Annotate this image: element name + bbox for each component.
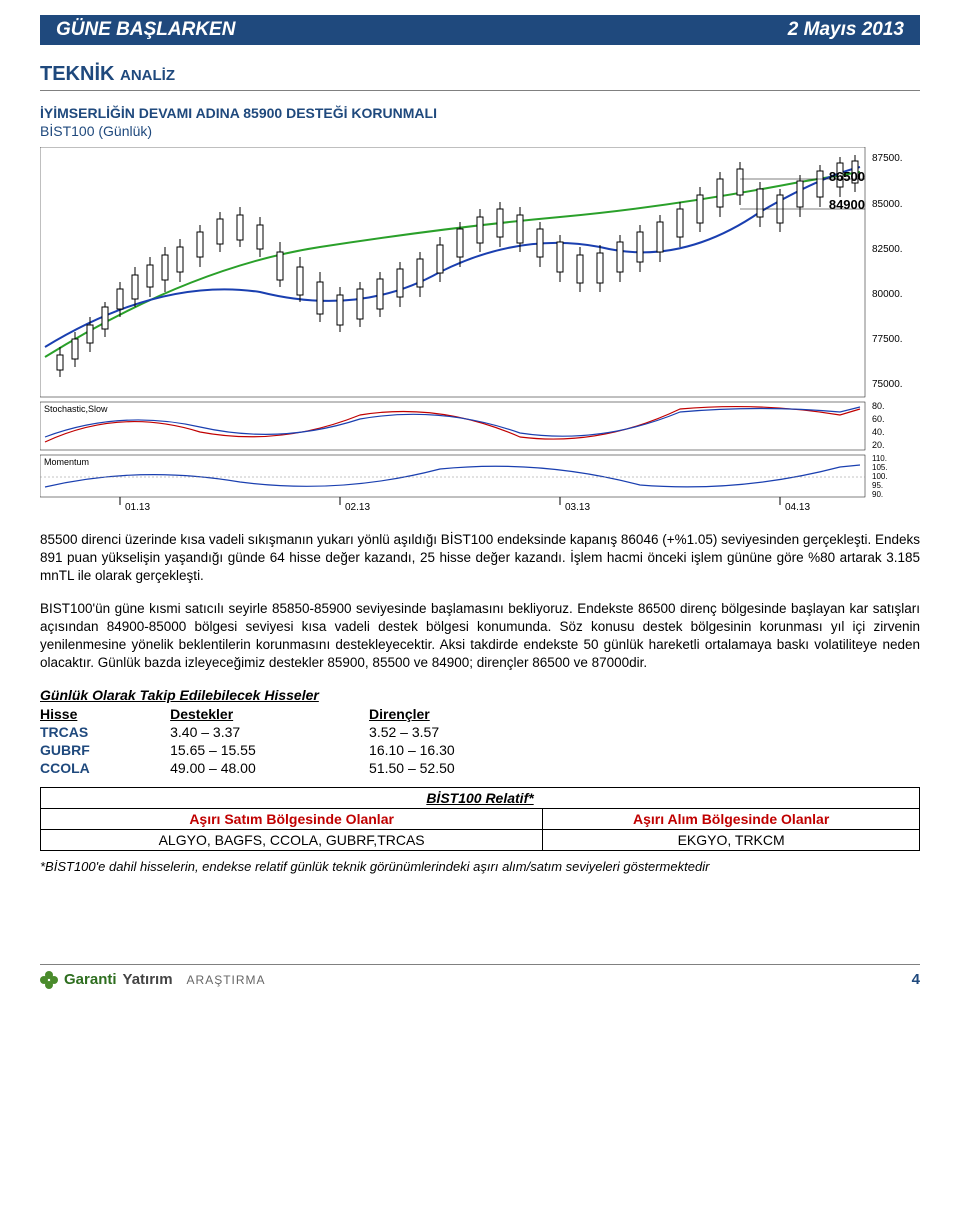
relatif-oversold-list: ALGYO, BAGFS, CCOLA, GUBRF,TRCAS xyxy=(41,829,543,850)
stocks-col-support: Destekler xyxy=(170,705,369,723)
stock-symbol: TRCAS xyxy=(40,723,170,741)
stocks-col-symbol: Hisse xyxy=(40,705,170,723)
svg-text:105.: 105. xyxy=(872,463,888,472)
stock-support: 15.65 – 15.55 xyxy=(170,741,369,759)
svg-text:02.13: 02.13 xyxy=(345,502,370,513)
svg-text:110.: 110. xyxy=(872,454,887,463)
table-row: CCOLA 49.00 – 48.00 51.50 – 52.50 xyxy=(40,759,568,777)
relatif-overbought-header: Aşırı Alım Bölgesinde Olanlar xyxy=(543,808,920,829)
brand-name-1: Garanti xyxy=(64,971,117,988)
stocks-col-resistance: Dirençler xyxy=(369,705,568,723)
department-label: ARAŞTIRMA xyxy=(187,973,266,987)
stock-resistance: 3.52 – 3.57 xyxy=(369,723,568,741)
page-footer: Garanti Yatırım ARAŞTIRMA 4 xyxy=(40,964,920,989)
brand-logo: Garanti Yatırım ARAŞTIRMA xyxy=(40,971,266,989)
svg-text:03.13: 03.13 xyxy=(565,502,590,513)
header-left: GÜNE BAŞLARKEN xyxy=(56,19,235,41)
relatif-title: BİST100 Relatif* xyxy=(41,787,920,808)
relatif-table: BİST100 Relatif* Aşırı Satım Bölgesinde … xyxy=(40,787,920,851)
svg-text:01.13: 01.13 xyxy=(125,502,150,513)
svg-text:60.: 60. xyxy=(872,414,885,424)
table-row: TRCAS 3.40 – 3.37 3.52 – 3.57 xyxy=(40,723,568,741)
stock-resistance: 51.50 – 52.50 xyxy=(369,759,568,777)
svg-text:80000.: 80000. xyxy=(872,289,903,300)
analysis-headline: İYİMSERLİĞİN DEVAMI ADINA 85900 DESTEĞİ … xyxy=(40,105,920,121)
divider xyxy=(40,90,920,91)
clover-icon xyxy=(40,971,58,989)
chart-annotation-1: 86500 xyxy=(829,169,865,184)
svg-text:04.13: 04.13 xyxy=(785,502,810,513)
report-header: GÜNE BAŞLARKEN 2 Mayıs 2013 xyxy=(40,15,920,45)
stock-symbol: GUBRF xyxy=(40,741,170,759)
section-title: TEKNİK ANALİZ xyxy=(40,63,920,86)
svg-text:85000.: 85000. xyxy=(872,199,903,210)
svg-text:90.: 90. xyxy=(872,490,883,499)
svg-text:87500.: 87500. xyxy=(872,153,903,164)
svg-text:77500.: 77500. xyxy=(872,334,903,345)
stocks-table: Hisse Destekler Dirençler TRCAS 3.40 – 3… xyxy=(40,705,568,777)
stock-symbol: CCOLA xyxy=(40,759,170,777)
stock-resistance: 16.10 – 16.30 xyxy=(369,741,568,759)
section-title-big: TEKNİK xyxy=(40,63,114,85)
svg-text:100.: 100. xyxy=(872,472,888,481)
stock-support: 3.40 – 3.37 xyxy=(170,723,369,741)
relatif-footnote: *BİST100'e dahil hisselerin, endekse rel… xyxy=(40,859,920,874)
price-chart: 87500. 85000. 82500. 80000. 77500. 75000… xyxy=(40,147,920,517)
page-number: 4 xyxy=(912,971,920,988)
table-row: GUBRF 15.65 – 15.55 16.10 – 16.30 xyxy=(40,741,568,759)
section-title-small: ANALİZ xyxy=(120,67,175,84)
svg-text:95.: 95. xyxy=(872,481,883,490)
brand-name-2: Yatırım xyxy=(123,971,173,988)
analysis-subheading: BİST100 (Günlük) xyxy=(40,123,920,139)
svg-text:75000.: 75000. xyxy=(872,379,903,390)
svg-text:20.: 20. xyxy=(872,440,885,450)
stocks-table-title: Günlük Olarak Takip Edilebilecek Hissele… xyxy=(40,687,920,703)
header-right: 2 Mayıs 2013 xyxy=(788,19,904,41)
chart-annotation-2: 84900 xyxy=(829,197,865,212)
relatif-overbought-list: EKGYO, TRKCM xyxy=(543,829,920,850)
svg-text:80.: 80. xyxy=(872,401,885,411)
svg-text:Momentum: Momentum xyxy=(44,457,89,467)
svg-text:Stochastic,Slow: Stochastic,Slow xyxy=(44,404,108,414)
paragraph-1: 85500 direnci üzerinde kısa vadeli sıkış… xyxy=(40,531,920,586)
svg-text:40.: 40. xyxy=(872,427,885,437)
stock-support: 49.00 – 48.00 xyxy=(170,759,369,777)
paragraph-2: BIST100'ün güne kısmi satıcılı seyirle 8… xyxy=(40,600,920,673)
relatif-oversold-header: Aşırı Satım Bölgesinde Olanlar xyxy=(41,808,543,829)
svg-text:82500.: 82500. xyxy=(872,244,903,255)
